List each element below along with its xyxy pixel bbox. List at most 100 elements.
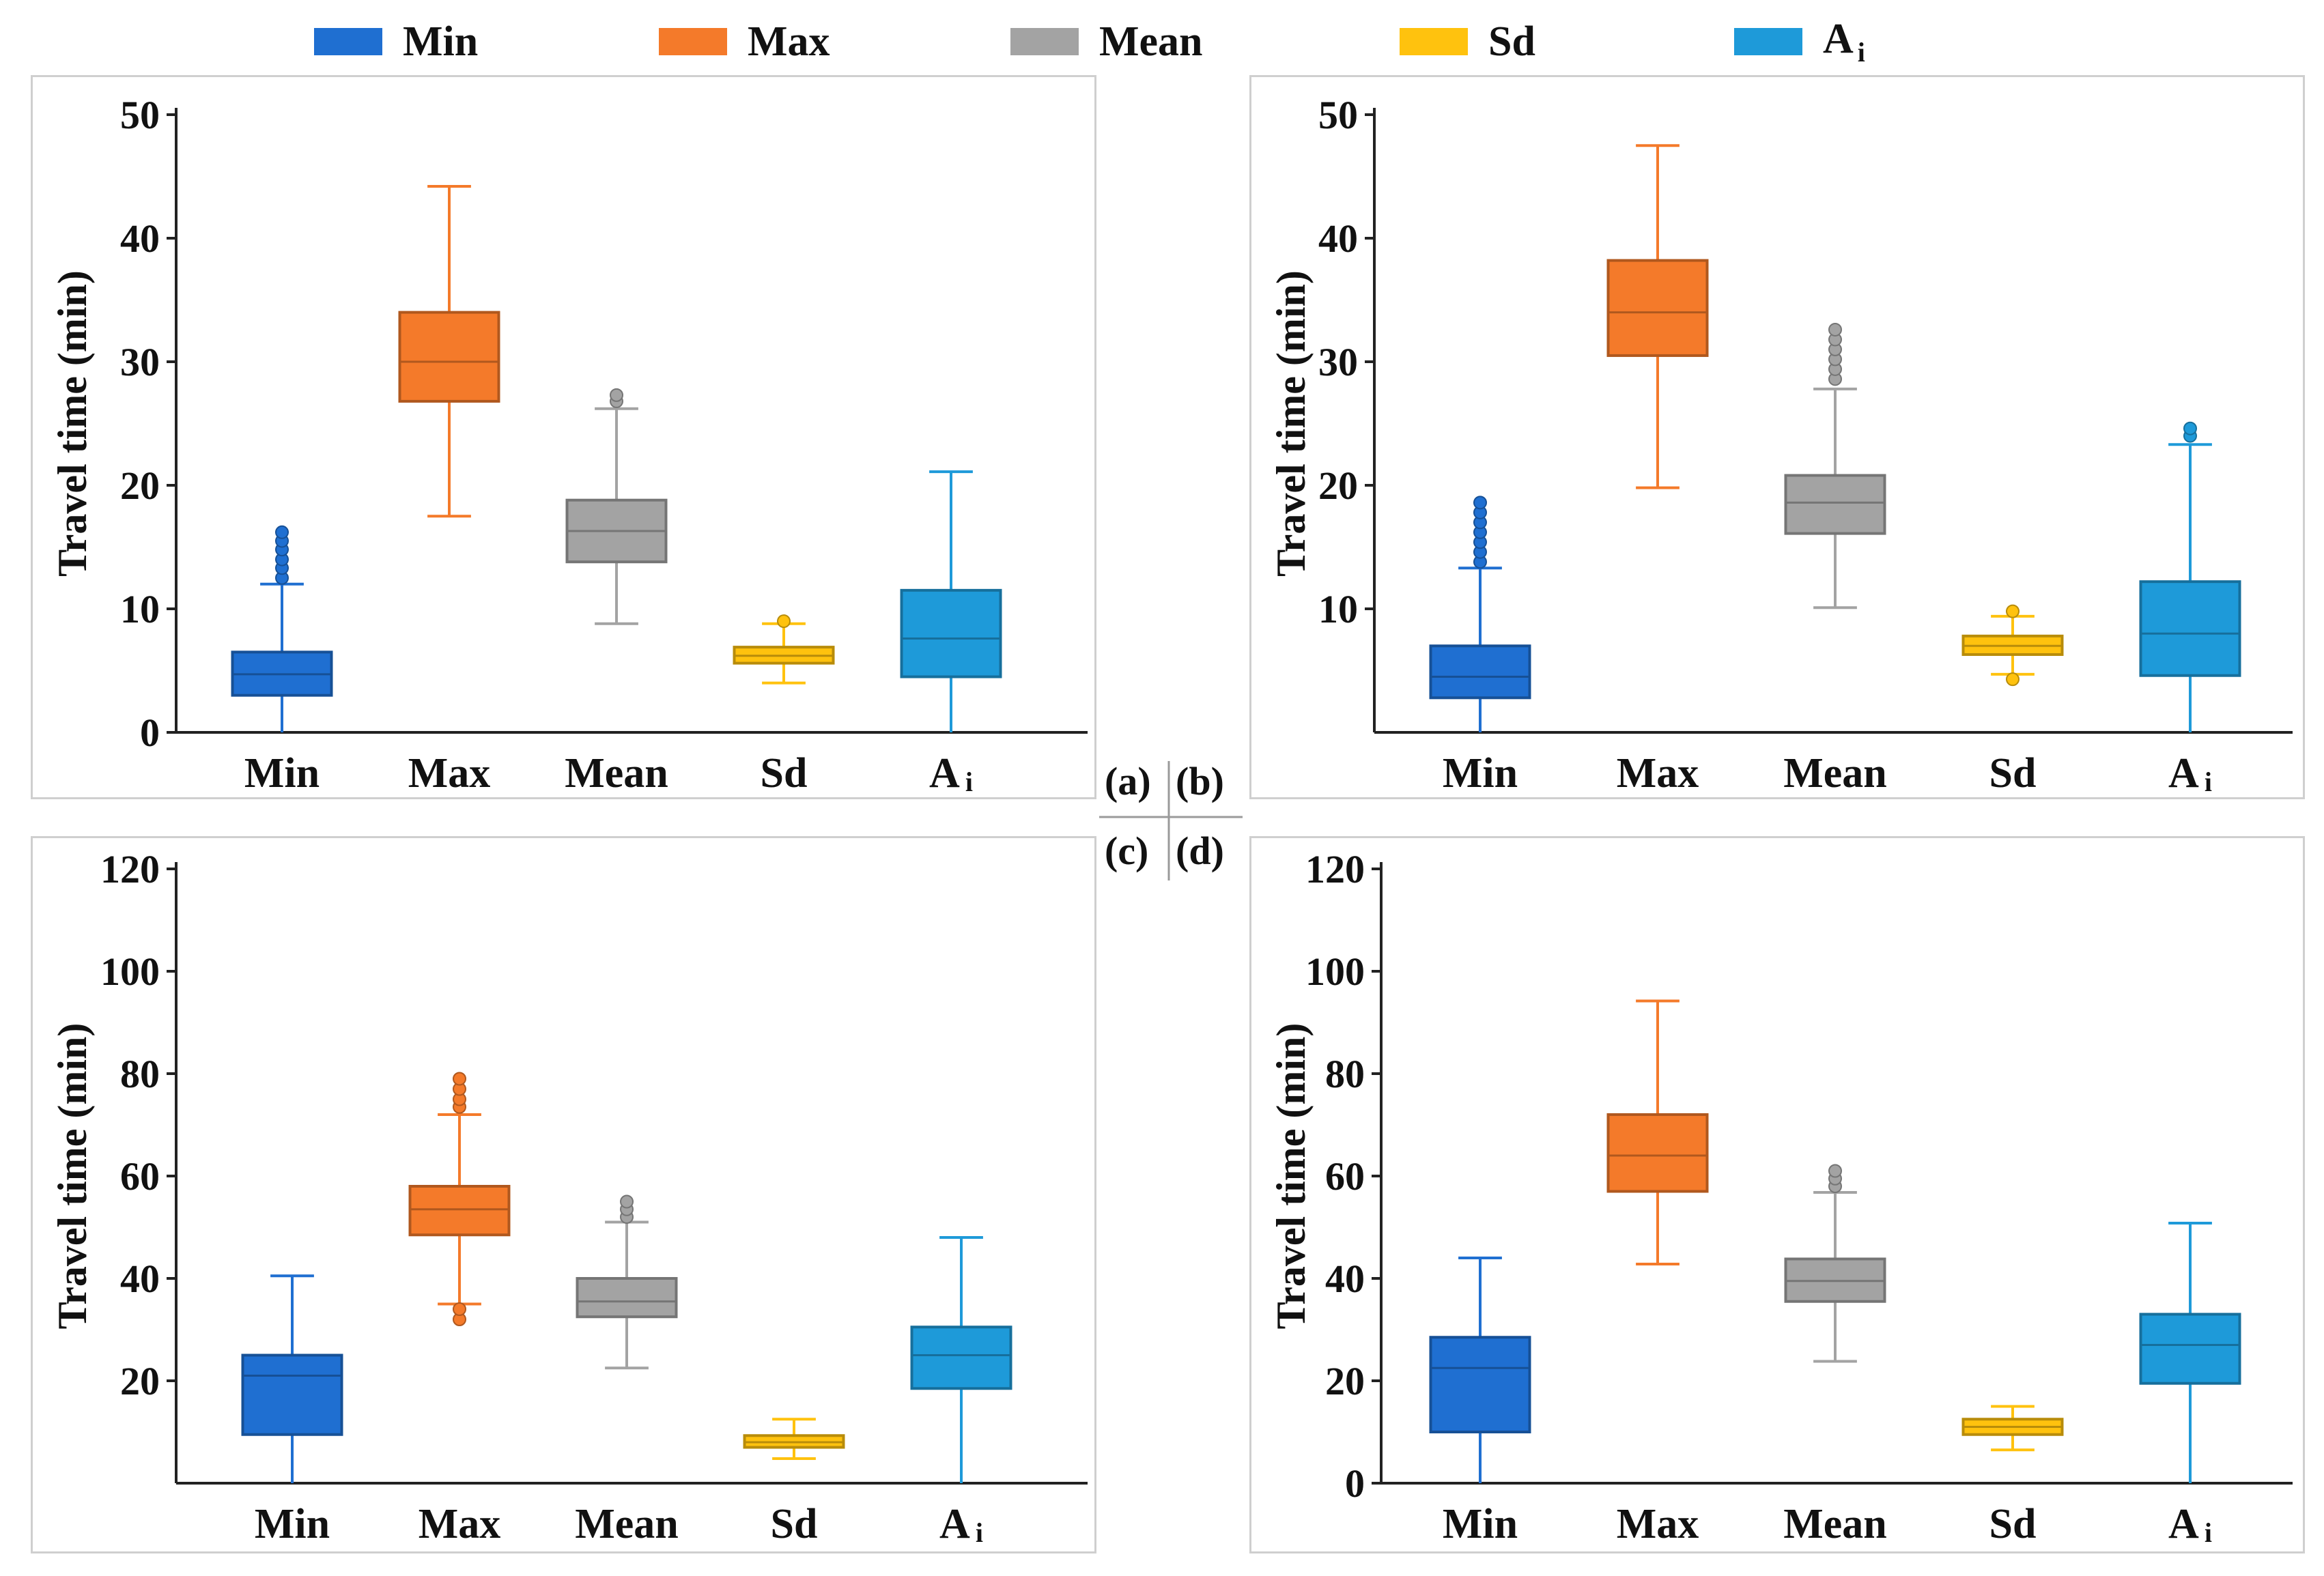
outlier-d-mean-2 [1828, 1164, 1842, 1178]
x-tick-label-b-mean: Mean [1783, 750, 1887, 797]
y-axis-title-d: Travel time (min) [1269, 1023, 1314, 1330]
outlier-c-max-1 [453, 1302, 466, 1316]
y-tick-label-b-20: 20 [1318, 463, 1358, 508]
x-tick-label-c-mean: Mean [575, 1501, 679, 1547]
outlier-b-sd-1 [2006, 604, 2020, 618]
y-tick-label-c-80: 80 [120, 1052, 160, 1096]
panel-labels: (a) (b) (c) (d) [1092, 754, 1249, 884]
x-tick-label-b-min: Min [1443, 750, 1518, 797]
box-b-ai [2139, 580, 2241, 677]
outlier-b-min-6 [1473, 496, 1487, 510]
box-a-max [398, 311, 500, 403]
legend-swatch-ai [1734, 28, 1802, 55]
x-tick-label-b-sd: Sd [1989, 750, 2037, 797]
panel-label-a: (a) [1105, 759, 1151, 803]
x-tick-label-d-sd: Sd [1989, 1501, 2037, 1547]
y-tick-label-c-40: 40 [120, 1257, 160, 1301]
x-tick-label-a-max: Max [408, 750, 491, 797]
box-b-mean [1784, 474, 1886, 535]
panel-label-d: (d) [1176, 829, 1224, 873]
legend-swatch-mean [1010, 28, 1079, 55]
y-tick-label-b-10: 10 [1318, 587, 1358, 631]
chart-d: 0 20 40 60 80 100 120 Travel time (min) Min Max Me… [1269, 847, 2293, 1548]
outlier-b-sd-0 [2006, 672, 2020, 687]
chart-b: 10 20 30 40 50 Travel time (min) Min Max Mean Sd A… [1269, 93, 2293, 797]
x-tick-label-d-min: Min [1443, 1501, 1518, 1547]
y-tick-label-c-120: 120 [100, 847, 160, 891]
outlier-b-mean-5 [1828, 322, 1842, 336]
legend-swatch-min [314, 28, 382, 55]
y-tick-label-d-60: 60 [1325, 1154, 1365, 1199]
x-tick-label-d-mean: Mean [1783, 1501, 1887, 1547]
y-tick-label-c-20: 20 [120, 1359, 160, 1403]
outlier-b-ai-1 [2183, 421, 2197, 435]
x-tick-label-a-sd: Sd [761, 750, 808, 797]
outlier-a-mean-1 [610, 388, 623, 402]
legend-item-sd: Sd [1400, 18, 1535, 66]
legend-label-sd: Sd [1488, 18, 1535, 65]
legend-label-max: Max [748, 18, 830, 65]
legend-item-min: Min [314, 18, 478, 66]
y-axis-title-c: Travel time (min) [50, 1023, 95, 1330]
box-d-max [1606, 1113, 1709, 1193]
box-b-min [1429, 644, 1531, 700]
box-c-mean [576, 1277, 678, 1319]
y-axis-title-a: Travel time (min) [50, 270, 95, 577]
panel-label-c: (c) [1105, 829, 1149, 873]
panel-b: 10 20 30 40 50 Travel time (min) Min Max Mean Sd A… [1249, 75, 2305, 799]
y-tick-label-a-40: 40 [120, 216, 160, 261]
y-tick-label-b-40: 40 [1318, 216, 1358, 261]
panel-label-divider [1099, 761, 1243, 880]
box-d-ai [2139, 1313, 2241, 1385]
box-c-min [241, 1353, 343, 1436]
legend-label-min: Min [403, 18, 479, 65]
outlier-a-min-5 [275, 525, 289, 539]
legend-label-mean: Mean [1099, 18, 1203, 65]
y-tick-label-a-0: 0 [140, 711, 160, 755]
y-tick-label-b-30: 30 [1318, 340, 1358, 384]
outlier-c-max-5 [453, 1072, 466, 1086]
panel-a: 0 10 20 30 40 50 Travel time (min) Min Max Mean Sd… [31, 75, 1096, 799]
box-c-max [408, 1185, 511, 1237]
x-tick-label-a-min: Min [244, 750, 320, 797]
panel-d: 0 20 40 60 80 100 120 Travel time (min) Min Max Me… [1249, 836, 2305, 1553]
y-tick-label-c-60: 60 [120, 1154, 160, 1199]
x-tick-label-d-max: Max [1617, 1501, 1699, 1547]
chart-c: 20 40 60 80 100 120 Travel time (min) Min Max Mea… [50, 847, 1088, 1548]
box-b-max [1606, 259, 1709, 357]
x-tick-label-b-max: Max [1617, 750, 1699, 797]
legend-item-max: Max [659, 18, 830, 66]
x-tick-label-c-max: Max [419, 1501, 501, 1547]
outlier-a-sd-0 [777, 614, 791, 629]
y-axis-title-b: Travel time (min) [1269, 270, 1314, 577]
panel-c: 20 40 60 80 100 120 Travel time (min) Min Max Mea… [31, 836, 1096, 1553]
y-tick-label-a-30: 30 [120, 340, 160, 384]
box-a-ai [900, 588, 1002, 678]
x-tick-label-c-min: Min [255, 1501, 330, 1547]
legend-swatch-sd [1400, 28, 1468, 55]
y-tick-label-d-0: 0 [1345, 1461, 1365, 1506]
x-tick-label-a-mean: Mean [565, 750, 668, 797]
y-tick-label-d-120: 120 [1305, 847, 1365, 891]
y-tick-label-a-20: 20 [120, 463, 160, 508]
panel-label-b: (b) [1176, 759, 1224, 803]
y-tick-label-c-100: 100 [100, 949, 160, 994]
y-tick-label-a-50: 50 [120, 93, 160, 137]
legend-item-mean: Mean [1010, 18, 1203, 66]
outlier-c-mean-2 [620, 1194, 634, 1209]
y-tick-label-a-10: 10 [120, 587, 160, 631]
box-c-ai [910, 1326, 1012, 1390]
y-tick-label-d-20: 20 [1325, 1359, 1365, 1403]
y-tick-label-d-40: 40 [1325, 1257, 1365, 1301]
y-tick-label-b-50: 50 [1318, 93, 1358, 137]
legend-swatch-max [659, 28, 727, 55]
x-tick-label-c-sd: Sd [771, 1501, 818, 1547]
box-d-min [1429, 1336, 1531, 1433]
chart-a: 0 10 20 30 40 50 Travel time (min) Min Max Mean Sd… [50, 93, 1088, 797]
